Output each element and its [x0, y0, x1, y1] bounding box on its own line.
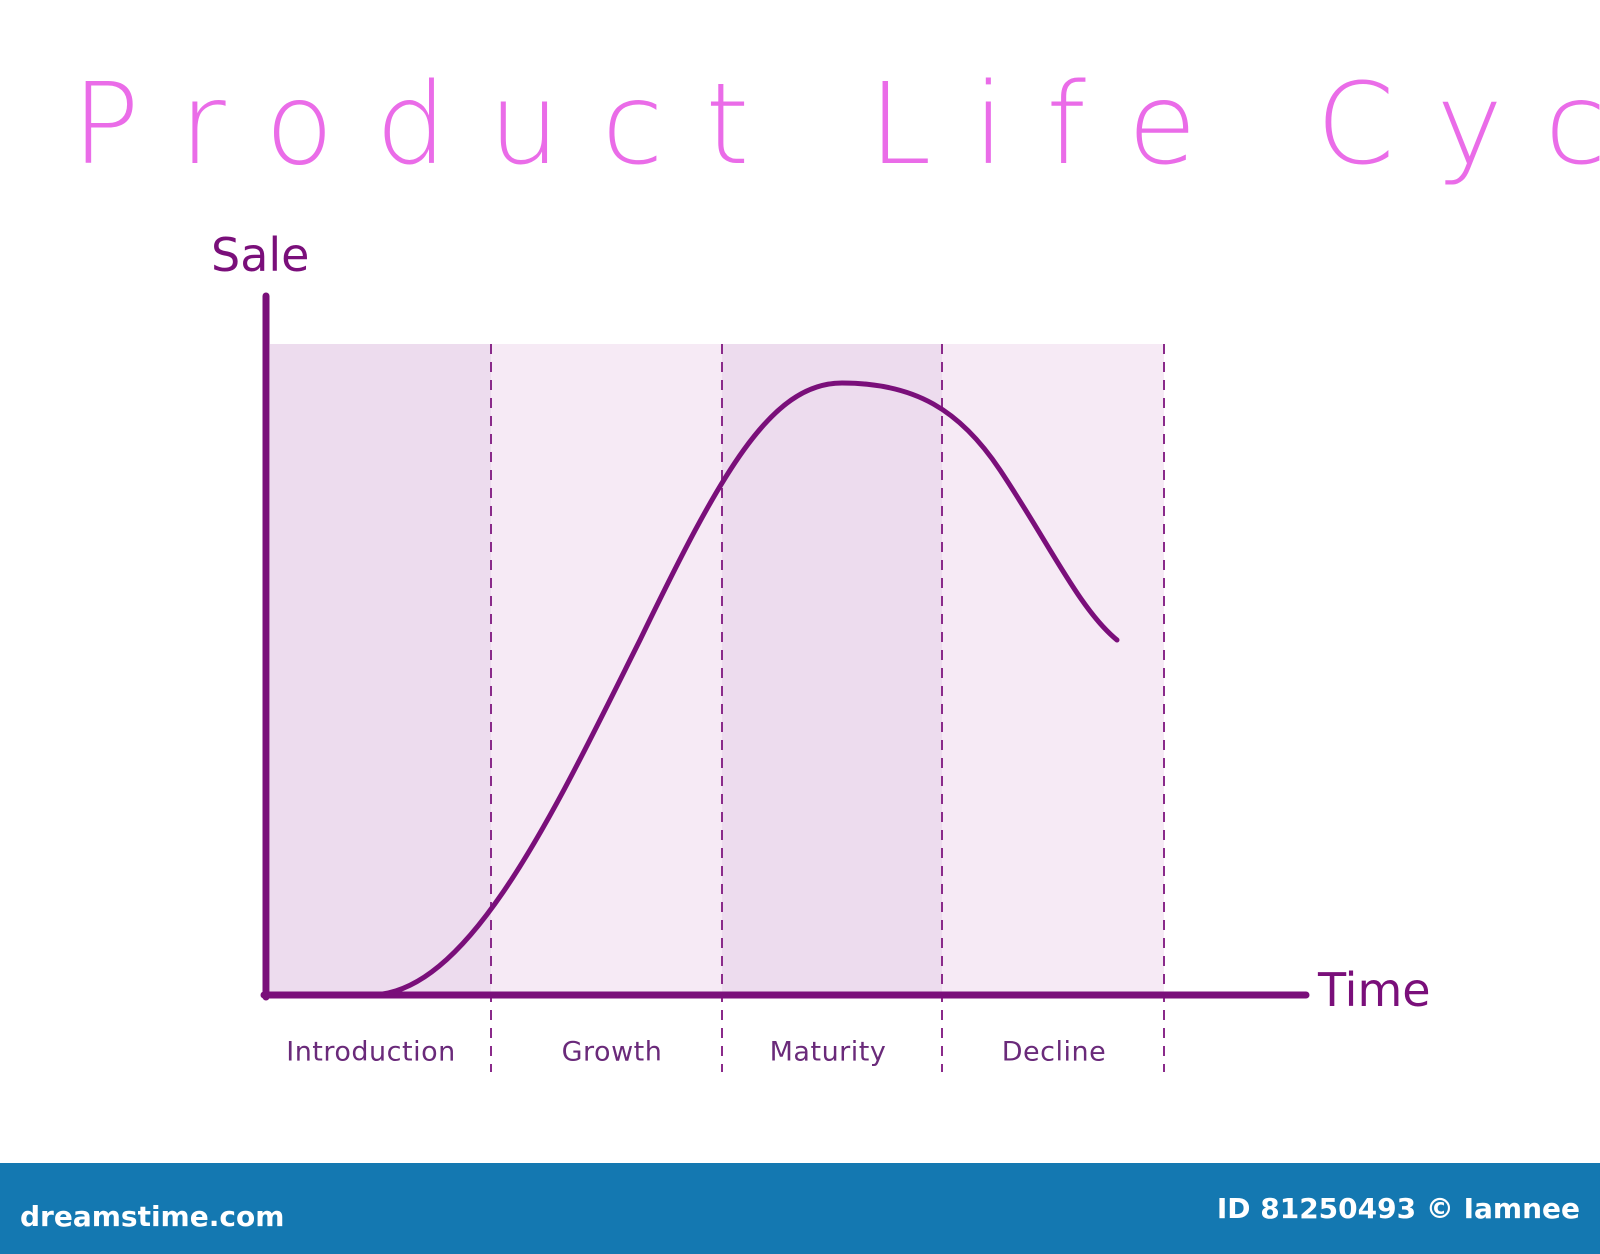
stage-dividers	[490, 344, 1165, 1072]
y-axis-label: Sale	[211, 228, 309, 282]
life-cycle-curve	[369, 380, 1120, 998]
x-axis-label: Time	[1317, 963, 1431, 1017]
title: Product Life Cycle	[72, 60, 1600, 190]
stage-label: Growth	[562, 1037, 663, 1068]
footer-bar	[0, 1163, 1600, 1254]
stage-label: Decline	[1002, 1037, 1106, 1068]
footer-brand: dreamstime.com	[20, 1200, 284, 1233]
stage-label: Maturity	[770, 1037, 887, 1068]
stage-band	[942, 344, 1164, 995]
footer-credit: ID 81250493 © Iamnee	[1217, 1192, 1580, 1225]
stage-band	[270, 344, 491, 995]
stage-band	[491, 344, 722, 995]
stage-band	[722, 344, 942, 995]
stage-label: Introduction	[286, 1037, 456, 1068]
